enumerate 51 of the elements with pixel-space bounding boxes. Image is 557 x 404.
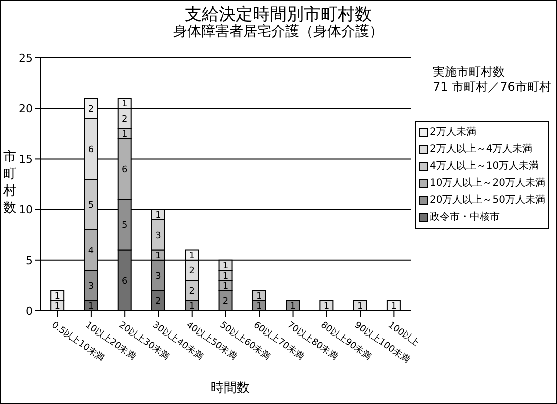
data-label: 4 [88,246,94,256]
y-tick-label: 15 [19,153,33,166]
data-label: 2 [189,266,196,277]
chart-subtitle: 身体障害者居宅介護（身体介護） [172,23,384,41]
data-label: 1 [222,262,229,272]
data-label: 2 [88,104,94,115]
data-label: 1 [357,302,364,312]
text: 71 市町村／76市町村 [433,80,552,95]
y-tick-label: 0 [26,304,33,318]
data-label: 1 [222,272,229,282]
data-label: 1 [122,130,128,140]
y-axis-title: 市町村数 [3,149,17,217]
data-label: 3 [156,272,162,282]
data-label: 2 [122,114,128,125]
data-label: 6 [122,166,128,176]
data-label: 1 [189,302,196,312]
y-tick-label: 10 [19,204,33,217]
data-label: 1 [54,302,60,312]
data-label: 1 [156,211,162,222]
data-label: 5 [88,200,94,211]
data-label: 5 [122,221,128,232]
x-axis-title: 時間数 [211,380,250,397]
data-label: 1 [290,302,296,312]
data-label: 2 [222,297,229,308]
legend-label: 2万人未満 [429,126,478,140]
data-label: 3 [88,282,94,292]
data-label: 1 [156,252,162,262]
data-label: 1 [54,292,60,302]
legend-label: 政令市・中核市 [429,210,501,225]
data-label: 3 [156,231,162,242]
data-label: 1 [256,302,262,312]
data-label: 2 [189,286,196,297]
data-label: 1 [324,302,330,312]
y-tick-label: 25 [19,52,33,65]
legend-label: 4万人以上～10万人未満 [429,160,540,174]
data-label: 1 [391,302,397,312]
text: 実施市町村数 [433,65,506,80]
data-label: 2 [156,297,162,308]
legend-label: 20万人以上～50万人未満 [429,194,546,208]
y-tick-label: 5 [26,254,33,268]
chart-title: 支給決定時間別市町村数 [185,4,373,25]
y-tick-label: 20 [19,102,33,116]
data-label: 6 [122,276,128,287]
data-label: 6 [88,145,94,156]
legend-label: 10万人以上～20万人未満 [429,176,546,191]
data-label: 1 [189,252,196,262]
data-label: 1 [88,302,94,312]
data-label: 1 [256,292,262,302]
legend-label: 2万人以上～4万人未満 [429,142,534,157]
data-label: 1 [222,282,229,292]
data-label: 1 [122,100,128,110]
